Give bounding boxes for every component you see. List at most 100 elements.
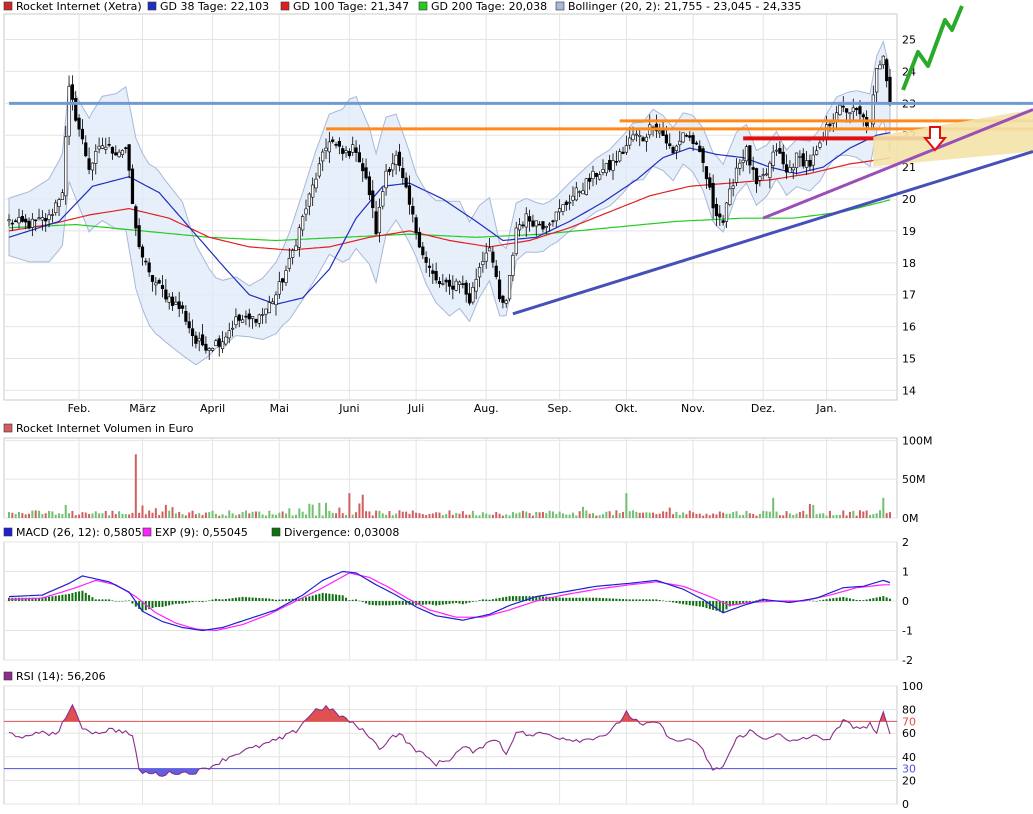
candle-body — [327, 141, 331, 153]
divergence-bar — [818, 600, 821, 601]
candle-body — [784, 164, 789, 173]
divergence-bar — [301, 598, 304, 601]
candle-body — [34, 219, 38, 222]
candle-body — [718, 213, 722, 218]
volume-bar — [782, 515, 785, 518]
volume-bar — [48, 510, 51, 518]
divergence-bar — [161, 601, 164, 607]
volume-bar — [348, 493, 351, 518]
divergence-bar — [501, 597, 504, 601]
candle-body — [868, 121, 872, 129]
volume-bar — [204, 512, 207, 518]
volume-bar — [678, 514, 681, 518]
volume-bar — [451, 514, 454, 518]
divergence-bar — [672, 601, 675, 603]
divergence-bar — [138, 601, 141, 609]
divergence-bar — [558, 597, 561, 601]
volume-bar — [795, 513, 798, 518]
divergence-bar — [448, 601, 451, 604]
candle-body — [781, 151, 785, 165]
volume-bar — [291, 515, 294, 518]
volume-bar — [591, 513, 594, 518]
candle-body — [164, 289, 168, 300]
divergence-bar — [251, 597, 254, 601]
candle-body — [120, 150, 125, 155]
divergence-bar — [475, 601, 478, 602]
divergence-bar — [318, 593, 321, 601]
candle-body — [127, 144, 131, 171]
legend-swatch — [555, 1, 565, 11]
volume-bar — [58, 513, 61, 518]
volume-bar — [785, 511, 788, 518]
rsi-panel-frame — [3, 685, 898, 805]
divergence-bar — [345, 597, 348, 601]
volume-bar — [335, 513, 338, 518]
candle-body — [804, 160, 809, 168]
volume-bar — [818, 513, 821, 518]
candle-body — [84, 142, 88, 157]
candle-body — [187, 321, 191, 329]
volume-bar — [228, 510, 231, 518]
candle-body — [738, 162, 742, 169]
divergence-bar — [598, 597, 601, 601]
volume-bar — [525, 511, 528, 518]
volume-bar — [54, 514, 57, 518]
volume-bar — [161, 511, 164, 518]
legend-label: RSI (14): 56,206 — [16, 670, 106, 683]
candle-body — [100, 145, 105, 149]
volume-bar — [735, 511, 738, 518]
volume-bar — [838, 514, 841, 518]
rsi-y-tick-label: 100 — [902, 680, 923, 693]
trendline-purple — [762, 108, 1033, 220]
divergence-bar — [868, 598, 871, 601]
divergence-bar — [658, 599, 661, 601]
candle-body — [227, 330, 231, 339]
volume-bar — [208, 512, 211, 518]
candle-body — [291, 250, 295, 258]
divergence-bar — [48, 596, 51, 601]
divergence-bar — [702, 601, 705, 608]
candle-body — [80, 128, 85, 140]
volume-bar — [248, 513, 251, 518]
candle-body — [197, 338, 201, 342]
volume-bar — [321, 515, 324, 518]
volume-bar — [8, 512, 10, 518]
candle-body — [845, 108, 849, 113]
volume-bar — [692, 512, 695, 518]
volume-bar — [872, 514, 875, 518]
candle-body — [531, 220, 535, 227]
candle-body — [60, 192, 64, 200]
divergence-bar — [585, 597, 588, 601]
volume-bar — [241, 512, 244, 518]
divergence-bar — [431, 601, 434, 605]
candle-body — [321, 151, 325, 162]
volume-bar — [685, 514, 688, 518]
divergence-bar — [698, 601, 701, 607]
divergence-bar — [612, 598, 615, 601]
candle-body — [184, 310, 188, 322]
volume-bar — [865, 510, 868, 518]
candle-body — [688, 135, 692, 138]
x-tick-label: Okt. — [615, 402, 638, 415]
divergence-bar — [832, 598, 835, 601]
volume-bar — [845, 515, 848, 518]
candle-body — [634, 133, 638, 136]
volume-bar — [405, 511, 408, 518]
volume-bar — [351, 514, 354, 518]
volume-bar — [742, 514, 745, 518]
candle-body — [331, 139, 335, 142]
divergence-bar — [725, 601, 728, 610]
divergence-bar — [638, 599, 641, 601]
volume-bar — [271, 514, 274, 518]
candle-body — [371, 190, 375, 209]
volume-bar — [518, 512, 521, 518]
volume-bar — [478, 515, 481, 518]
divergence-bar — [602, 598, 605, 601]
candle-body — [848, 112, 852, 115]
divergence-bar — [535, 596, 538, 601]
candle-body — [497, 279, 502, 300]
volume-bar — [768, 511, 771, 518]
volume-bar — [74, 515, 77, 518]
volume-bar — [618, 513, 621, 518]
volume-bar — [868, 515, 871, 518]
